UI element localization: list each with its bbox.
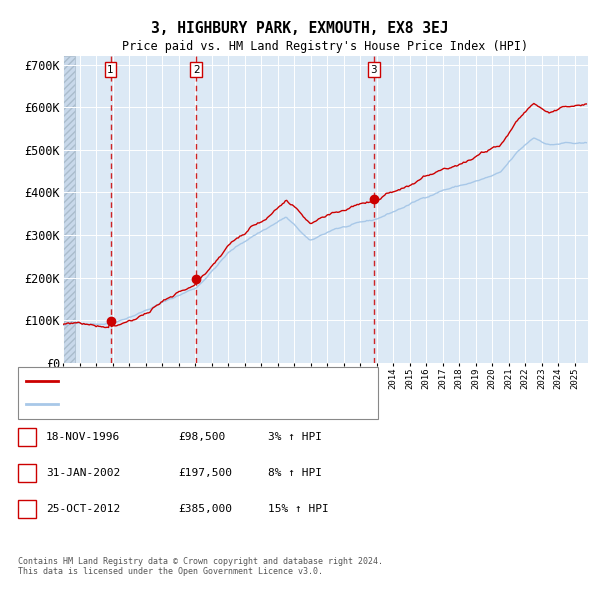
Text: 3, HIGHBURY PARK, EXMOUTH, EX8 3EJ (detached house): 3, HIGHBURY PARK, EXMOUTH, EX8 3EJ (deta… bbox=[64, 376, 364, 386]
Text: £385,000: £385,000 bbox=[178, 504, 232, 514]
Text: 25-OCT-2012: 25-OCT-2012 bbox=[46, 504, 120, 514]
Text: Contains HM Land Registry data © Crown copyright and database right 2024.
This d: Contains HM Land Registry data © Crown c… bbox=[18, 556, 383, 576]
Text: 8% ↑ HPI: 8% ↑ HPI bbox=[268, 468, 322, 478]
Text: 31-JAN-2002: 31-JAN-2002 bbox=[46, 468, 120, 478]
Text: HPI: Average price, detached house, East Devon: HPI: Average price, detached house, East… bbox=[64, 399, 334, 409]
Text: 3, HIGHBURY PARK, EXMOUTH, EX8 3EJ: 3, HIGHBURY PARK, EXMOUTH, EX8 3EJ bbox=[151, 21, 449, 35]
Bar bbox=[63, 56, 76, 363]
Text: 3: 3 bbox=[23, 504, 31, 514]
Bar bbox=[18, 464, 36, 482]
Text: 15% ↑ HPI: 15% ↑ HPI bbox=[268, 504, 329, 514]
Bar bbox=[18, 367, 378, 419]
Text: 2: 2 bbox=[23, 468, 31, 478]
Text: 1: 1 bbox=[107, 65, 114, 75]
Bar bbox=[18, 500, 36, 518]
Text: 2: 2 bbox=[193, 65, 200, 75]
Text: 3% ↑ HPI: 3% ↑ HPI bbox=[268, 432, 322, 442]
Title: Price paid vs. HM Land Registry's House Price Index (HPI): Price paid vs. HM Land Registry's House … bbox=[122, 41, 529, 54]
Text: 3: 3 bbox=[370, 65, 377, 75]
Text: £98,500: £98,500 bbox=[178, 432, 225, 442]
Bar bbox=[18, 428, 36, 446]
Text: £197,500: £197,500 bbox=[178, 468, 232, 478]
Text: 1: 1 bbox=[23, 432, 31, 442]
Text: 18-NOV-1996: 18-NOV-1996 bbox=[46, 432, 120, 442]
